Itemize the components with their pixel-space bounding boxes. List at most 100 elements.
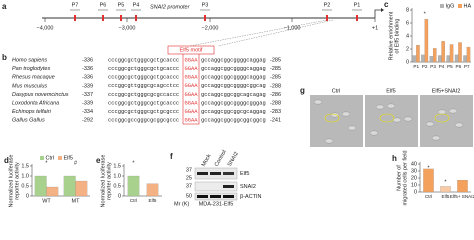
seq-left: cccggcgccgggcgcggcgccc [108,118,179,124]
seq-end: -241 [270,118,281,124]
lane-label: Mock [201,153,213,168]
bar [466,46,471,63]
image-label: Elf5 [386,88,395,94]
seq-end: -285 [270,66,281,72]
seq-end: -288 [270,83,281,89]
mw-marker: 37 [186,183,192,189]
site-label: P3 [202,2,209,8]
species: Dasypus novemcinctus [12,92,69,98]
band [210,195,221,198]
bar [432,48,437,63]
site-label: P4 [133,2,140,8]
seq-right: gccaggcggcggggcaggag [201,75,266,81]
y-axis-label: Normalized luciferase [8,155,14,208]
seq-motif: GGAA [185,57,199,63]
band [197,172,208,175]
seq-left: cccggcgctgggcgctgcaccc [108,75,179,81]
cell [454,122,464,128]
seq-start: -339 [82,83,93,89]
panel-letter: g [300,86,305,95]
seq-start: -292 [82,118,93,124]
species: Loxodonta Africana [12,100,59,106]
seq-end: -286 [270,92,281,98]
x-tick-label: P1 [413,64,419,69]
seq-start: -339 [82,100,93,106]
bar [441,41,445,63]
y-tick-label: 1.0 [21,173,29,179]
cell [403,116,413,122]
image-label: Elf5+SNAI2 [432,88,461,94]
cell [330,112,340,118]
y-tick-label: 0 [26,193,29,199]
x-tick-label: Elf5 [149,198,157,203]
y-tick-label: 6 [406,20,409,26]
band [197,195,208,198]
cell [313,99,323,105]
site-mark [356,15,358,21]
y-tick-label: 1.0 [113,173,121,179]
bar [63,175,76,197]
bar [463,55,467,63]
seq-left: cccggcgctgggcgctgcgccc [108,109,179,115]
panel-letter: b [2,53,7,62]
seq-start: -334 [82,109,93,115]
y-tick-label: 0.5 [113,183,121,189]
motif-label: Elf5 motif [180,47,203,53]
cell-line: MDA-231-Elf5 [199,201,234,207]
species: Rhesus macaque [12,75,55,81]
seq-start: -336 [82,66,93,72]
seq-end: -288 [270,100,281,106]
seq-right: gccaggcggcggcgcaggag [201,109,266,115]
mw-marker: 25 [186,175,192,181]
scale-label: −1,000 [284,25,301,31]
cell [347,125,357,131]
site-mark [102,15,104,21]
scale-label: −3,000 [119,25,136,31]
panel-letter: f [170,152,173,161]
seq-motif: GGAA [185,66,199,72]
y-tick-label: 4 [406,33,409,39]
bar [34,175,47,197]
seq-right: gccaggcggcggcggcggcg [201,118,266,124]
x-tick-label: Elf5+ SNAI2 [450,194,474,199]
y-tick-label: 40 [411,161,417,167]
y-tick-label: 1.5 [113,163,121,169]
y-axis-label: reporter activity [14,162,20,200]
legend-label: Ctrl [46,155,55,161]
seq-start: -336 [82,75,93,81]
annotation: * [427,165,430,171]
annotation: # [74,160,78,166]
band [223,185,234,188]
seq-right: gccaggcggcggggcaggag [201,57,266,63]
cell [341,111,351,117]
seq-motif: GGAA [185,100,199,106]
bar [458,42,462,63]
annotation: * [132,160,135,166]
seq-left: cccggcgttgggcgcagcctcc [108,83,179,89]
cell-outline [324,113,340,123]
cell [369,130,379,136]
scale-label: −2,000 [202,25,219,31]
y-axis-label: migrated cells per field [402,150,408,205]
bar [446,55,451,63]
protein-label: β-ACTIN [240,194,262,200]
x-tick-label: MT [72,198,81,204]
y-tick-label: 8 [406,7,409,13]
mw-marker: 50 [186,193,192,199]
band [223,195,234,198]
x-tick-label: Elf5 [442,194,450,199]
y-tick-label: 30 [411,168,417,174]
image-label: Ctrl [332,88,341,94]
y-tick-label: 10 [411,182,417,188]
x-tick-label: P3 [430,64,436,69]
cell [425,121,435,127]
seq-right: gccaggcggcggcagcagag [201,92,266,98]
site-label: P7 [72,2,79,8]
cell-outline [434,113,450,123]
tss-arrowhead [381,8,384,12]
zoom-lines [189,19,334,47]
bar [440,186,451,193]
bar [457,180,468,193]
seq-motif: GGAA [185,92,199,98]
bar [423,168,434,193]
